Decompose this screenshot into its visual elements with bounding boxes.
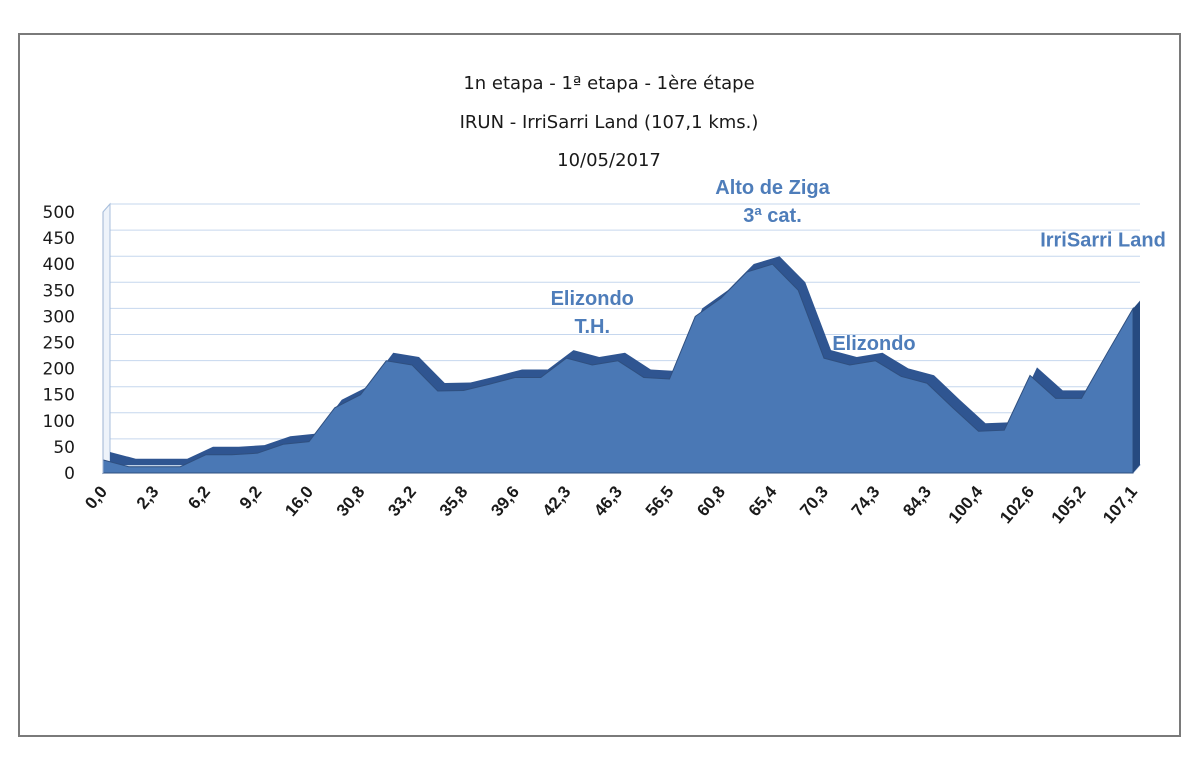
y-axis-ticks: 0 50 100 150 200 250 300 350 400 450 500 bbox=[43, 203, 104, 484]
y-tick-label: 350 bbox=[43, 281, 75, 301]
y-tick-label: 50 bbox=[53, 438, 75, 458]
y-tick-label: 500 bbox=[43, 203, 75, 223]
annotation-label: T.H. bbox=[574, 316, 610, 338]
chart-title-line-3: 10/05/2017 bbox=[557, 150, 661, 171]
y-tick-label: 250 bbox=[43, 334, 75, 354]
y-tick-label: 150 bbox=[43, 386, 75, 406]
x-tick-label: 6,2 bbox=[184, 482, 214, 512]
x-tick-label: 0,0 bbox=[81, 482, 111, 512]
x-tick-label: 46,3 bbox=[590, 482, 626, 520]
x-tick-label: 107,1 bbox=[1099, 482, 1141, 527]
x-tick-label: 100,4 bbox=[945, 482, 987, 527]
y-tick-label: 400 bbox=[43, 255, 75, 275]
x-tick-label: 33,2 bbox=[384, 482, 420, 520]
y-tick-label: 300 bbox=[43, 307, 75, 327]
annotation-label: Elizondo bbox=[551, 288, 634, 310]
y-tick-label: 200 bbox=[43, 360, 75, 380]
chart-title-line-2: IRUN - IrriSarri Land (107,1 kms.) bbox=[460, 112, 759, 133]
x-tick-label: 65,4 bbox=[745, 482, 781, 520]
x-tick-label: 56,5 bbox=[642, 482, 678, 520]
side-wall bbox=[102, 202, 111, 475]
x-tick-label: 60,8 bbox=[693, 482, 729, 520]
x-tick-label: 2,3 bbox=[133, 482, 163, 512]
area-front bbox=[102, 263, 1134, 474]
x-tick-label: 35,8 bbox=[436, 482, 472, 520]
x-tick-label: 70,3 bbox=[796, 482, 832, 520]
x-tick-label: 30,8 bbox=[333, 482, 369, 520]
x-axis-ticks: 0,0 2,3 6,2 9,2 16,0 30,8 33,2 35,8 39,6 42,3 46,3… bbox=[81, 482, 1141, 527]
y-tick-label: 100 bbox=[43, 412, 75, 432]
annotations: Elizondo T.H. Alto de Ziga 3ª cat. Elizondo I… bbox=[551, 177, 1166, 355]
chart-title: 1n etapa - 1ª etapa - 1ère étape IRUN - … bbox=[460, 73, 759, 171]
elevation-area bbox=[102, 256, 1140, 474]
x-tick-label: 105,2 bbox=[1048, 482, 1090, 527]
x-tick-label: 102,6 bbox=[996, 482, 1038, 527]
x-tick-label: 42,3 bbox=[539, 482, 575, 520]
area-end-cap bbox=[1133, 300, 1140, 473]
chart-title-line-1: 1n etapa - 1ª etapa - 1ère étape bbox=[463, 73, 754, 94]
annotation-label: 3ª cat. bbox=[743, 205, 802, 227]
x-tick-label: 16,0 bbox=[281, 482, 317, 520]
x-tick-label: 74,3 bbox=[848, 482, 884, 520]
annotation-label: Elizondo bbox=[832, 333, 915, 355]
y-tick-label: 0 bbox=[64, 464, 75, 484]
x-tick-label: 39,6 bbox=[487, 482, 523, 520]
x-tick-label: 84,3 bbox=[899, 482, 935, 520]
x-tick-label: 9,2 bbox=[236, 482, 266, 512]
y-tick-label: 450 bbox=[43, 229, 75, 249]
annotation-label: Alto de Ziga bbox=[715, 177, 830, 199]
annotation-label: IrriSarri Land bbox=[1040, 230, 1166, 252]
